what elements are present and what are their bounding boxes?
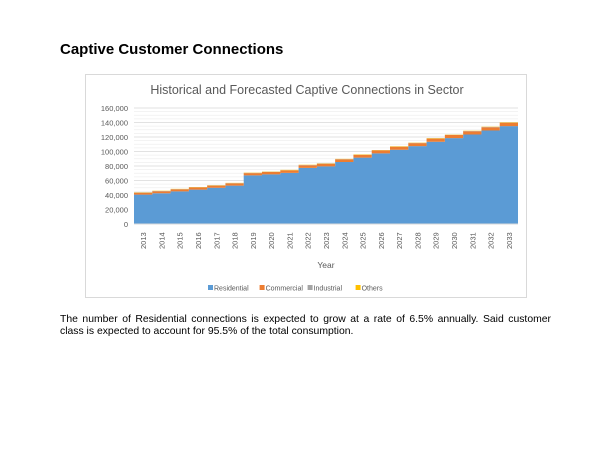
x-tick-label: 2030 xyxy=(450,232,459,249)
section-heading: Captive Customer Connections xyxy=(60,41,284,58)
x-tick-label: 2025 xyxy=(359,232,368,249)
legend-label-commercial: Commercial xyxy=(266,286,304,293)
x-tick-label: 2027 xyxy=(395,232,404,249)
x-tick-label: 2021 xyxy=(285,232,294,249)
y-tick-label: 120,000 xyxy=(101,133,128,142)
legend-swatch-others xyxy=(355,285,361,290)
legend-swatch-commercial xyxy=(259,285,265,290)
legend-label-residential: Residential xyxy=(214,286,249,293)
chart-svg: Historical and Forecasted Captive Connec… xyxy=(101,83,518,293)
y-tick-label: 60,000 xyxy=(105,177,128,186)
chart-title: Historical and Forecasted Captive Connec… xyxy=(150,83,463,97)
y-tick-label: 160,000 xyxy=(101,104,128,113)
x-tick-label: 2033 xyxy=(505,232,514,249)
x-tick-label: 2026 xyxy=(377,232,386,249)
y-tick-label: 20,000 xyxy=(105,206,128,215)
x-tick-label: 2013 xyxy=(139,232,148,249)
x-tick-label: 2022 xyxy=(304,232,313,249)
x-tick-label: 2031 xyxy=(468,232,477,249)
legend-swatch-residential xyxy=(208,285,213,290)
x-tick-label: 2014 xyxy=(157,232,166,249)
body-paragraph: The number of Residential connections is… xyxy=(60,314,551,337)
x-axis-label: Year xyxy=(317,260,334,270)
legend-swatch-industrial xyxy=(307,285,313,290)
x-tick-label: 2017 xyxy=(212,232,221,249)
y-tick-label: 0 xyxy=(124,220,128,229)
x-tick-label: 2016 xyxy=(194,232,203,249)
y-tick-label: 100,000 xyxy=(101,148,128,157)
legend-label-others: Others xyxy=(362,286,384,293)
x-tick-label: 2019 xyxy=(249,232,258,249)
x-tick-label: 2024 xyxy=(340,232,349,249)
x-tick-label: 2032 xyxy=(487,232,496,249)
y-tick-label: 40,000 xyxy=(105,191,128,200)
chart: Historical and Forecasted Captive Connec… xyxy=(85,74,527,298)
x-tick-label: 2023 xyxy=(322,232,331,249)
y-tick-label: 80,000 xyxy=(105,162,128,171)
x-tick-label: 2029 xyxy=(432,232,441,249)
y-tick-label: 140,000 xyxy=(101,119,128,128)
x-tick-label: 2028 xyxy=(413,232,422,249)
legend-label-industrial: Industrial xyxy=(314,286,343,293)
x-tick-label: 2018 xyxy=(231,232,240,249)
x-tick-label: 2020 xyxy=(267,232,276,249)
x-tick-label: 2015 xyxy=(176,232,185,249)
area-series-residential xyxy=(134,126,518,224)
